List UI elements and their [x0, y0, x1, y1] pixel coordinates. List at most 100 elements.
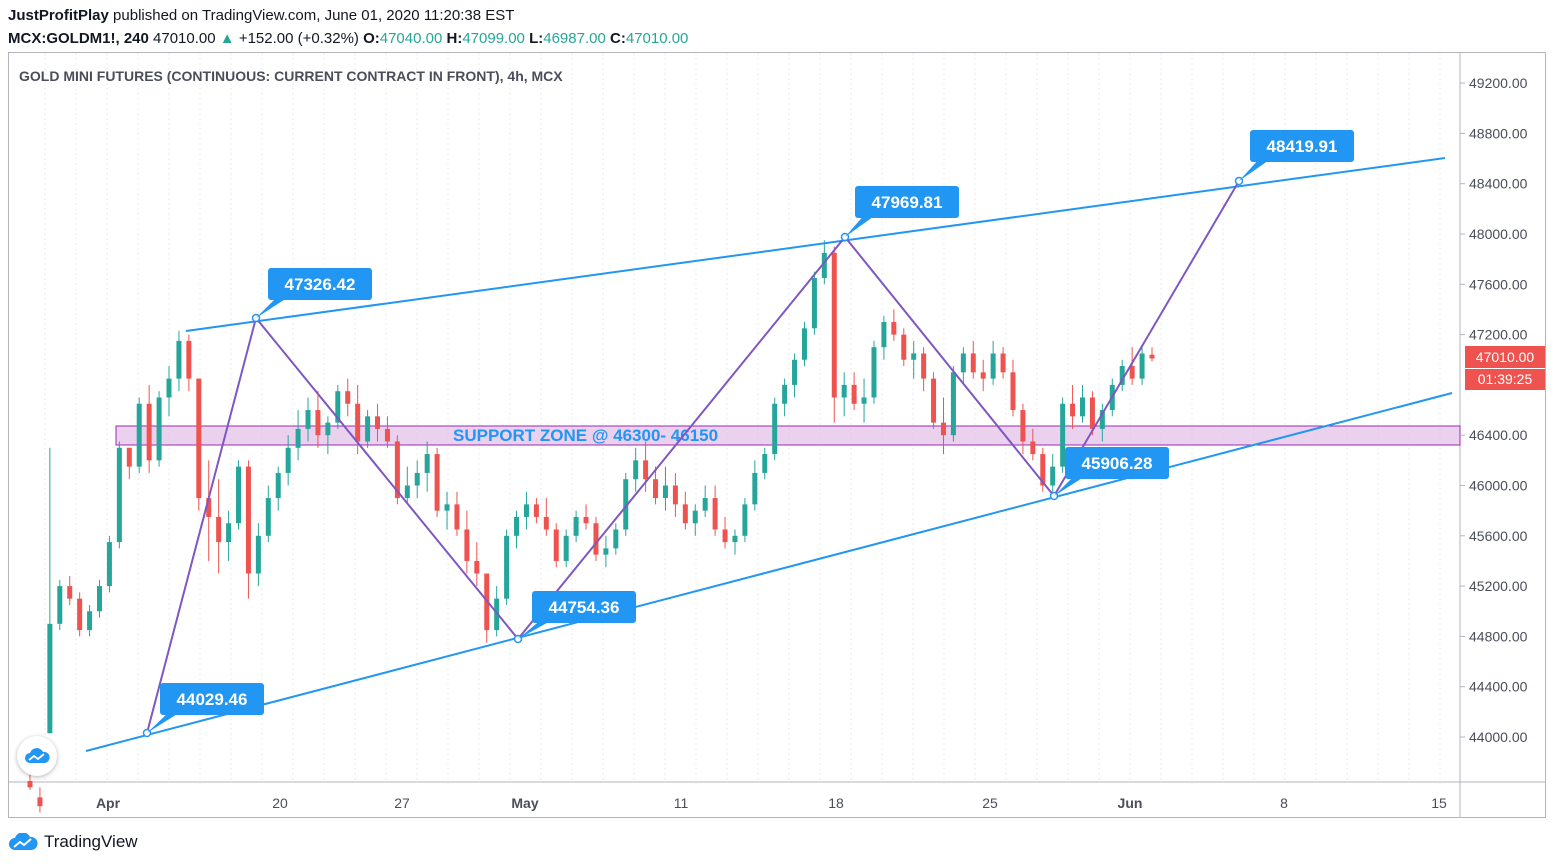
footer-brand[interactable]: TradingView [44, 832, 138, 851]
candle-body [315, 410, 321, 436]
pivot-label: 44029.46 [177, 690, 248, 709]
high-label: H: [446, 30, 463, 47]
candle-body [1079, 397, 1085, 417]
candle-body [643, 460, 649, 480]
candle-body [603, 548, 609, 555]
candle-body [891, 322, 897, 335]
countdown-box [1465, 369, 1545, 390]
candle-body [146, 403, 152, 461]
candle-body [255, 535, 261, 574]
pivot-callout [1250, 130, 1354, 162]
candle-body [206, 498, 212, 517]
pivot-callout [1065, 447, 1169, 479]
candle-body [573, 516, 579, 536]
up-arrow-icon: ▲ [219, 30, 235, 47]
support-zone-label: SUPPORT ZONE @ 46300- 46150 [453, 426, 718, 445]
candle-body [523, 504, 529, 517]
candle-body [176, 340, 182, 379]
y-tick-label: 48000.00 [1469, 226, 1528, 242]
candle-body [861, 397, 867, 404]
tradingview-logo-button[interactable] [17, 736, 57, 776]
candle-body [821, 252, 827, 279]
candle-body [1040, 454, 1046, 486]
author-name[interactable]: JustProfitPlay [8, 7, 109, 24]
candle-body [940, 422, 946, 436]
candle-body [514, 516, 520, 536]
candle-body [911, 353, 917, 360]
candle-body [692, 510, 698, 524]
x-tick-label: Apr [96, 795, 121, 811]
candle-body [325, 422, 331, 436]
tradingview-cloud-icon [9, 833, 38, 850]
candle-body [841, 384, 847, 398]
chart-frame [8, 52, 1546, 818]
close-label: C: [610, 30, 626, 47]
candle-body [712, 498, 718, 530]
pivot-callout [268, 268, 372, 300]
candle-body [136, 403, 142, 467]
candle-body [752, 472, 758, 505]
candle-body [97, 586, 103, 612]
callout-pointer [256, 296, 290, 318]
candle-body [285, 447, 291, 473]
candle-body [950, 372, 956, 436]
open-value: 47040.00 [379, 30, 443, 47]
channel-lower-line [85, 392, 1453, 752]
candle-body [801, 328, 807, 360]
candle-body [166, 378, 172, 398]
candle-body [901, 334, 907, 360]
pivot-callout [532, 591, 636, 623]
x-tick-label: Jun [1118, 795, 1143, 811]
candle-body [67, 586, 73, 599]
x-tick-label: 15 [1431, 795, 1447, 811]
candle-body [990, 353, 996, 379]
pivot-callout [160, 683, 264, 715]
x-tick-label: 18 [828, 795, 844, 811]
y-tick-label: 46000.00 [1469, 478, 1528, 494]
candle-body [1119, 366, 1125, 385]
candle-body [305, 410, 311, 429]
candle-body [434, 454, 440, 511]
candle-body [653, 479, 659, 499]
candle-body [1050, 466, 1056, 486]
candle-body [613, 529, 619, 549]
last-price-box [1465, 346, 1545, 368]
zigzag-line [146, 180, 1240, 734]
y-tick-label: 49200.00 [1469, 75, 1528, 91]
candle-body [454, 504, 460, 530]
candle-body [156, 397, 162, 461]
y-tick-label: 47200.00 [1469, 327, 1528, 343]
candle-body [662, 485, 668, 499]
candle-body [1060, 403, 1066, 467]
high-value: 47099.00 [462, 30, 525, 47]
candle-body [275, 472, 281, 499]
chart-title: GOLD MINI FUTURES (CONTINUOUS: CURRENT C… [19, 68, 563, 84]
candle-body [702, 498, 708, 511]
candle-body [881, 322, 887, 348]
candle-body [1000, 353, 1006, 373]
x-tick-label: 8 [1280, 795, 1288, 811]
candle-body [980, 372, 986, 379]
symbol-interval: MCX:GOLDM1!, 240 [8, 30, 149, 47]
candle-body [394, 441, 400, 499]
candle-body [1129, 366, 1135, 379]
candle-body [533, 504, 539, 517]
y-tick-label: 44000.00 [1469, 729, 1528, 745]
candle-body [87, 611, 93, 631]
open-label: O: [363, 30, 380, 47]
candle-body [27, 781, 33, 788]
callout-pointer [147, 711, 182, 733]
candle-body [742, 504, 748, 536]
candle-body [851, 384, 857, 404]
candle-body [404, 485, 410, 499]
candle-body [871, 347, 877, 398]
candle-body [682, 504, 688, 524]
candle-body [57, 586, 63, 624]
candle-body [970, 353, 976, 373]
cloud-chart-icon [25, 748, 50, 763]
x-tick-label: 11 [674, 795, 689, 811]
candle-body [553, 529, 559, 561]
candle-body [1149, 354, 1155, 359]
candle-body [543, 516, 549, 530]
